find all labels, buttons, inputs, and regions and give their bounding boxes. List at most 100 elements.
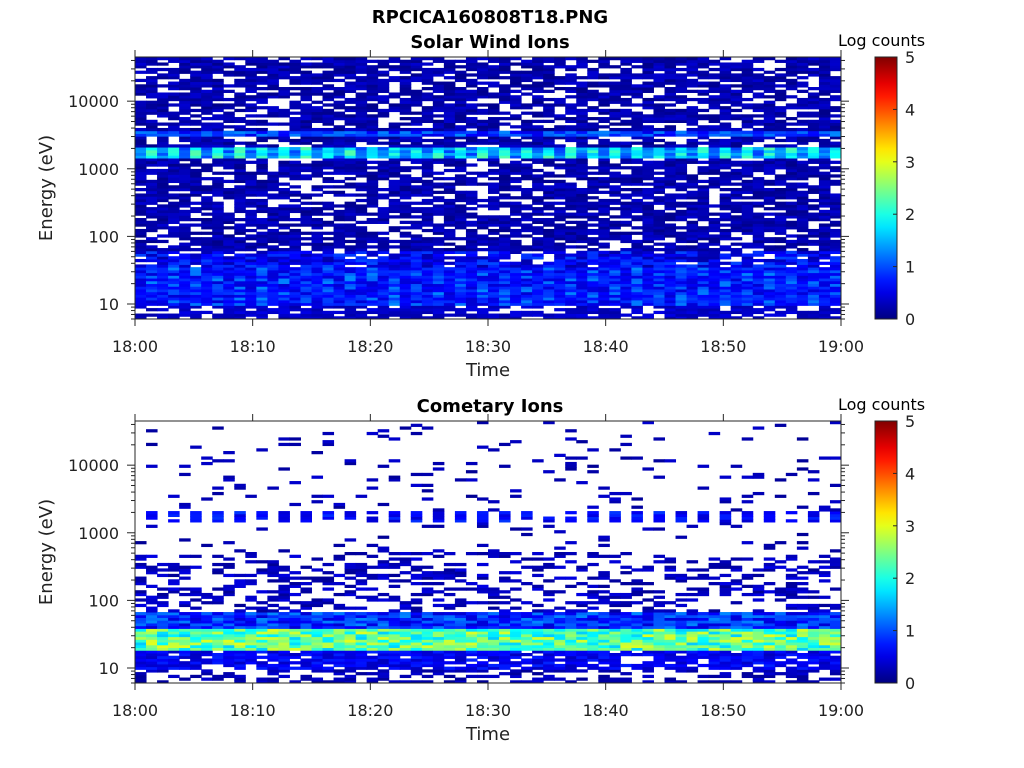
- heatmap-cell: [311, 138, 324, 143]
- heatmap-cell: [609, 201, 621, 205]
- heatmap-cell: [807, 97, 820, 102]
- heatmap-cell: [565, 228, 577, 233]
- heatmap-cell: [642, 223, 654, 227]
- heatmap-cell: [355, 57, 368, 61]
- heatmap-cell: [454, 302, 467, 306]
- heatmap-cell: [201, 89, 213, 93]
- heatmap-cell: [675, 294, 688, 298]
- heatmap-cell: [190, 223, 202, 227]
- heatmap-cell: [829, 95, 842, 99]
- heatmap-cell: [576, 264, 588, 268]
- heatmap-cell: [576, 272, 588, 276]
- heatmap-cell: [157, 212, 169, 216]
- heatmap-cell: [807, 267, 820, 271]
- heatmap-cell: [532, 130, 544, 134]
- heatmap-cell: [609, 264, 621, 268]
- heatmap-cell: [366, 136, 379, 140]
- heatmap-cell: [212, 237, 224, 241]
- heatmap-cell: [818, 108, 831, 113]
- heatmap-cell: [686, 288, 699, 293]
- heatmap-cell: [223, 119, 235, 123]
- heatmap-cell: [829, 62, 842, 66]
- heatmap-cell: [697, 76, 710, 80]
- heatmap-cell: [289, 155, 301, 159]
- heatmap-cell: [190, 253, 202, 257]
- heatmap-cell: [476, 67, 489, 72]
- heatmap-cell: [609, 223, 621, 227]
- heatmap-cell: [300, 174, 312, 178]
- heatmap-cell: [675, 278, 688, 282]
- heatmap-cell: [399, 84, 412, 88]
- heatmap-cell: [278, 171, 290, 175]
- heatmap-cell: [488, 215, 500, 219]
- heatmap-cell: [333, 185, 346, 189]
- heatmap-cell: [410, 57, 423, 61]
- heatmap-cell: [686, 269, 699, 274]
- heatmap-cell: [476, 141, 489, 145]
- heatmap-cell: [201, 188, 213, 192]
- heatmap-cell: [344, 147, 357, 151]
- heatmap-cell: [818, 239, 831, 244]
- heatmap-cell: [355, 155, 368, 159]
- heatmap-cell: [642, 168, 654, 173]
- heatmap-cell: [620, 212, 632, 216]
- heatmap-cell: [763, 127, 776, 132]
- heatmap-cell: [267, 272, 279, 276]
- heatmap-cell: [697, 198, 710, 203]
- heatmap-cell: [719, 166, 732, 170]
- heatmap-cell: [190, 237, 202, 241]
- heatmap-cell: [333, 212, 346, 216]
- heatmap-cell: [454, 275, 467, 279]
- heatmap-cell: [234, 245, 246, 249]
- heatmap-cell: [476, 119, 489, 123]
- heatmap-cell: [179, 272, 191, 276]
- heatmap-cell: [488, 65, 500, 69]
- heatmap-cell: [201, 78, 213, 83]
- heatmap-cell: [686, 89, 699, 93]
- heatmap-cell: [774, 78, 787, 83]
- heatmap-cell: [234, 288, 246, 293]
- heatmap-cell: [333, 144, 346, 148]
- heatmap-cell: [675, 283, 688, 287]
- heatmap-cell: [267, 258, 279, 263]
- heatmap-cell: [300, 261, 312, 265]
- heatmap-cell: [421, 275, 434, 279]
- heatmap-cell: [344, 258, 357, 263]
- heatmap-cell: [642, 59, 654, 63]
- heatmap-cell: [388, 149, 401, 154]
- heatmap-cell: [763, 305, 776, 309]
- heatmap-cell: [212, 209, 224, 214]
- heatmap-cell: [300, 133, 312, 137]
- heatmap-cell: [454, 144, 467, 148]
- heatmap-cell: [719, 256, 732, 260]
- heatmap-cell: [532, 136, 544, 140]
- heatmap-cell: [631, 308, 643, 312]
- heatmap-cell: [785, 212, 798, 216]
- heatmap-cell: [157, 188, 169, 192]
- heatmap-cell: [135, 305, 147, 309]
- heatmap-cell: [267, 59, 279, 63]
- heatmap-cell: [355, 198, 368, 203]
- heatmap-cell: [631, 297, 643, 301]
- heatmap-cell: [565, 261, 577, 265]
- heatmap-cell: [719, 138, 732, 143]
- heatmap-cell: [719, 95, 732, 99]
- heatmap-cell: [587, 253, 599, 257]
- heatmap-cell: [311, 188, 324, 192]
- heatmap-cell: [719, 275, 732, 279]
- heatmap-cell: [443, 97, 456, 102]
- heatmap-cell: [256, 168, 268, 173]
- heatmap-cell: [719, 294, 732, 298]
- heatmap-cell: [322, 59, 335, 63]
- heatmap-cell: [807, 166, 820, 170]
- heatmap-cell: [752, 185, 765, 189]
- heatmap-cell: [565, 87, 577, 91]
- heatmap-cell: [697, 245, 710, 249]
- heatmap-cell: [234, 95, 246, 99]
- heatmap-cell: [355, 84, 368, 88]
- heatmap-cell: [499, 163, 511, 167]
- heatmap-cell: [510, 70, 522, 74]
- heatmap-cell: [234, 305, 246, 309]
- heatmap-cell: [157, 108, 169, 113]
- heatmap-cell: [719, 182, 732, 186]
